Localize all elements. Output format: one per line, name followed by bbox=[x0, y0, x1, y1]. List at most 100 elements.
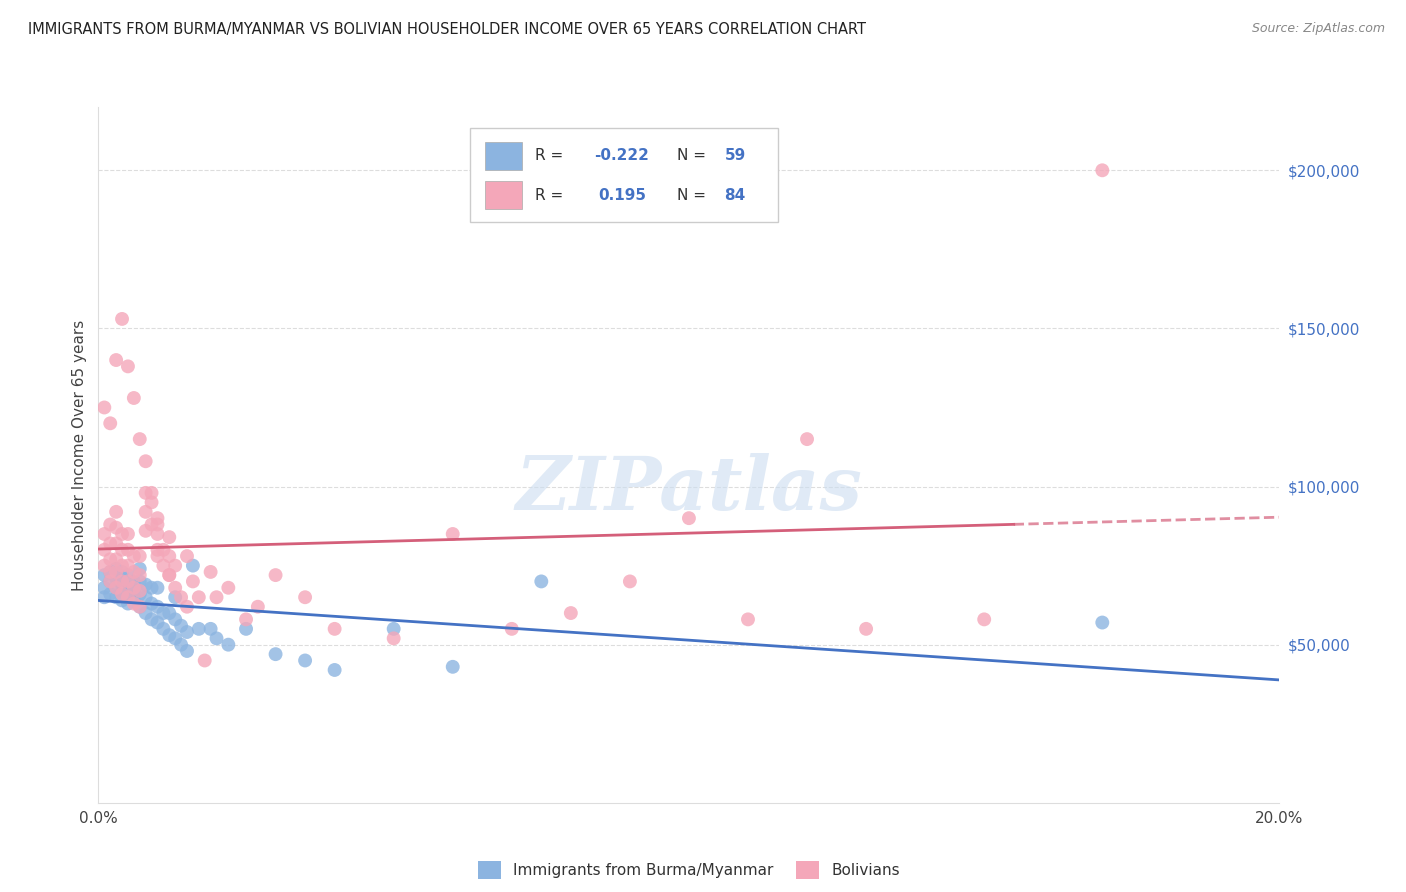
Point bbox=[111, 312, 134, 326]
Point bbox=[105, 581, 128, 595]
Point bbox=[141, 495, 163, 509]
Point bbox=[187, 622, 209, 636]
Point bbox=[93, 568, 115, 582]
Point bbox=[165, 581, 187, 595]
Point bbox=[294, 591, 316, 605]
Point bbox=[93, 591, 115, 605]
Point bbox=[111, 542, 134, 557]
Point bbox=[98, 517, 121, 532]
Text: R =: R = bbox=[536, 148, 568, 163]
Point bbox=[117, 587, 139, 601]
Point bbox=[1091, 615, 1114, 630]
Point bbox=[157, 568, 180, 582]
Point bbox=[105, 565, 128, 579]
Point bbox=[105, 581, 128, 595]
Point bbox=[128, 562, 150, 576]
Point bbox=[111, 558, 134, 573]
Point bbox=[200, 622, 222, 636]
Point bbox=[105, 521, 128, 535]
Point bbox=[176, 625, 198, 640]
Point bbox=[165, 558, 187, 573]
Point bbox=[117, 574, 139, 589]
Point bbox=[98, 417, 121, 431]
Point bbox=[117, 527, 139, 541]
Point bbox=[98, 536, 121, 550]
Text: -0.222: -0.222 bbox=[595, 148, 650, 163]
Point bbox=[146, 615, 169, 630]
Point bbox=[146, 542, 169, 557]
Point bbox=[122, 597, 145, 611]
Point bbox=[146, 527, 169, 541]
Point bbox=[128, 583, 150, 598]
Point bbox=[111, 587, 134, 601]
Point bbox=[105, 562, 128, 576]
Point bbox=[157, 530, 180, 544]
Point bbox=[200, 565, 222, 579]
Point bbox=[157, 606, 180, 620]
Point bbox=[973, 612, 995, 626]
Point bbox=[737, 612, 759, 626]
Point bbox=[264, 647, 287, 661]
Point bbox=[117, 591, 139, 605]
Point bbox=[93, 581, 115, 595]
Point bbox=[128, 568, 150, 582]
Point bbox=[235, 622, 257, 636]
Text: Source: ZipAtlas.com: Source: ZipAtlas.com bbox=[1251, 22, 1385, 36]
Point bbox=[146, 517, 169, 532]
Point bbox=[122, 565, 145, 579]
Point bbox=[141, 597, 163, 611]
Point bbox=[128, 587, 150, 601]
Point bbox=[205, 591, 228, 605]
Point bbox=[128, 599, 150, 614]
Y-axis label: Householder Income Over 65 years: Householder Income Over 65 years bbox=[72, 319, 87, 591]
Point bbox=[187, 591, 209, 605]
Point bbox=[111, 527, 134, 541]
Point bbox=[128, 574, 150, 589]
Text: ZIPatlas: ZIPatlas bbox=[516, 453, 862, 526]
Point bbox=[135, 591, 157, 605]
Point bbox=[117, 558, 139, 573]
Point bbox=[141, 486, 163, 500]
Point bbox=[170, 591, 193, 605]
Point bbox=[194, 653, 217, 667]
Text: N =: N = bbox=[678, 148, 711, 163]
Point bbox=[105, 591, 128, 605]
Point bbox=[152, 606, 174, 620]
Point bbox=[323, 622, 346, 636]
Point bbox=[111, 565, 134, 579]
Point bbox=[181, 558, 204, 573]
Point bbox=[117, 359, 139, 374]
Point bbox=[135, 606, 157, 620]
Point bbox=[117, 597, 139, 611]
Point bbox=[122, 591, 145, 605]
Point bbox=[441, 660, 464, 674]
Point bbox=[105, 505, 128, 519]
Point bbox=[128, 549, 150, 563]
Point bbox=[111, 571, 134, 585]
Legend: Immigrants from Burma/Myanmar, Bolivians: Immigrants from Burma/Myanmar, Bolivians bbox=[472, 855, 905, 886]
Point bbox=[111, 583, 134, 598]
Point bbox=[128, 432, 150, 446]
Point bbox=[128, 599, 150, 614]
FancyBboxPatch shape bbox=[471, 128, 778, 222]
Text: N =: N = bbox=[678, 188, 711, 202]
Point bbox=[294, 653, 316, 667]
Point bbox=[98, 574, 121, 589]
Point bbox=[135, 486, 157, 500]
Point bbox=[146, 599, 169, 614]
Point bbox=[796, 432, 818, 446]
Point bbox=[246, 599, 269, 614]
Point bbox=[382, 622, 405, 636]
Point bbox=[176, 599, 198, 614]
Point bbox=[105, 571, 128, 585]
Point bbox=[170, 638, 193, 652]
Point bbox=[530, 574, 553, 589]
Point bbox=[98, 574, 121, 589]
Point bbox=[157, 549, 180, 563]
Point bbox=[111, 577, 134, 591]
Point bbox=[135, 505, 157, 519]
Point bbox=[105, 552, 128, 566]
Point bbox=[1091, 163, 1114, 178]
FancyBboxPatch shape bbox=[485, 181, 523, 210]
Point bbox=[141, 581, 163, 595]
